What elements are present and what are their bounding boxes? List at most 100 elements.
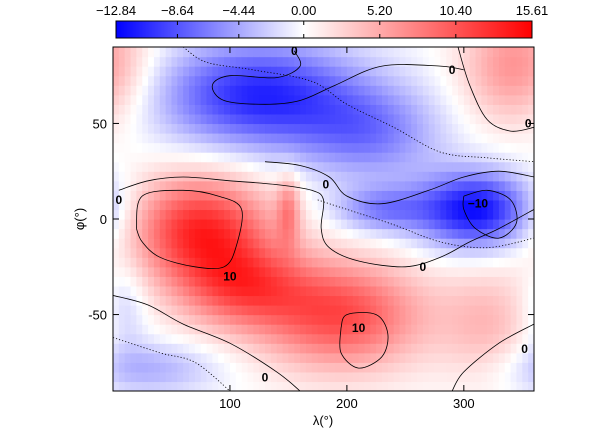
heatmap-cell	[276, 247, 284, 258]
heatmap-cell	[341, 238, 348, 249]
heatmap-cell	[428, 94, 436, 105]
heatmap-cell	[457, 104, 465, 115]
heatmap-cell	[329, 94, 336, 105]
heatmap-cell	[381, 85, 389, 96]
heatmap-cell	[189, 56, 196, 67]
heatmap-cell	[516, 381, 523, 391]
heatmap-cell	[428, 75, 436, 86]
heatmap-cell	[452, 343, 459, 354]
heatmap-cell	[364, 371, 371, 383]
heatmap-cell	[311, 66, 319, 77]
heatmap-cell	[118, 142, 126, 153]
heatmap-cell	[165, 371, 173, 383]
heatmap-cell	[241, 362, 249, 373]
heatmap-cell	[305, 305, 313, 316]
heatmap-cell	[259, 266, 266, 277]
heatmap-cell	[428, 371, 436, 383]
heatmap-cell	[311, 381, 319, 391]
heatmap-cell	[235, 123, 243, 134]
heatmap-cell	[434, 113, 442, 125]
heatmap-cell	[177, 343, 184, 354]
heatmap-cell	[481, 94, 488, 105]
heatmap-cell	[200, 56, 208, 67]
heatmap-cell	[381, 104, 389, 115]
heatmap-cell	[142, 94, 149, 105]
heatmap-cell	[305, 276, 313, 287]
heatmap-cell	[183, 152, 190, 163]
heatmap-cell	[504, 324, 512, 335]
heatmap-cell	[469, 219, 477, 230]
heatmap-cell	[475, 324, 482, 335]
heatmap-cell	[452, 133, 459, 144]
heatmap-cell	[276, 161, 284, 172]
heatmap-cell	[428, 381, 436, 391]
heatmap-cell	[294, 314, 301, 325]
heatmap-cell	[399, 133, 406, 144]
heatmap-cell	[457, 94, 465, 105]
heatmap-cell	[200, 152, 208, 163]
heatmap-cell	[259, 371, 266, 383]
heatmap-cell	[183, 104, 190, 115]
heatmap-cell	[422, 133, 430, 144]
heatmap-cell	[148, 161, 155, 172]
heatmap-cell	[457, 305, 465, 316]
heatmap-cell	[218, 152, 225, 163]
heatmap-cell	[446, 152, 453, 163]
heatmap-cell	[498, 228, 506, 239]
heatmap-cell	[440, 371, 447, 383]
heatmap-cell	[405, 75, 412, 86]
heatmap-cell	[288, 152, 295, 163]
heatmap-cell	[124, 352, 132, 363]
heatmap-cell	[159, 247, 167, 258]
heatmap-cell	[387, 199, 395, 211]
heatmap-cell	[288, 266, 295, 277]
heatmap-cell	[247, 343, 254, 354]
heatmap-cell	[317, 56, 325, 67]
heatmap-cell	[522, 295, 529, 306]
heatmap-cell	[113, 305, 120, 316]
heatmap-cell	[305, 352, 313, 363]
heatmap-cell	[434, 285, 442, 297]
heatmap-cell	[142, 352, 149, 363]
heatmap-cell	[270, 266, 278, 277]
heatmap-cell	[153, 324, 161, 335]
heatmap-cell	[212, 142, 219, 153]
heatmap-cell	[428, 123, 436, 134]
heatmap-cell	[411, 123, 418, 134]
heatmap-cell	[498, 362, 506, 373]
heatmap-cell	[510, 362, 518, 373]
heatmap-cell	[493, 276, 500, 287]
heatmap-cell	[428, 362, 436, 373]
heatmap-cell	[159, 47, 167, 58]
heatmap-cell	[405, 381, 412, 391]
heatmap-cell	[440, 276, 447, 287]
heatmap-cell	[370, 56, 377, 67]
heatmap-cell	[294, 85, 301, 96]
heatmap-cell	[265, 133, 272, 144]
heatmap-cell	[165, 209, 173, 220]
heatmap-cell	[189, 362, 196, 373]
contour-neg-ten-east	[462, 189, 518, 239]
heatmap-cell	[142, 56, 149, 67]
heatmap-cell	[381, 371, 389, 383]
heatmap-cell	[253, 276, 260, 287]
heatmap-cell	[422, 324, 430, 335]
heatmap-cell	[148, 257, 155, 268]
heatmap-cell	[364, 161, 371, 172]
heatmap-cell	[352, 66, 360, 77]
heatmap-cell	[469, 276, 477, 287]
heatmap-cell	[493, 190, 500, 201]
heatmap-cell	[417, 190, 424, 201]
heatmap-cell	[452, 113, 459, 125]
heatmap-cell	[329, 362, 336, 373]
heatmap-cell	[457, 352, 465, 363]
heatmap-cell	[422, 113, 430, 125]
heatmap-cell	[189, 352, 196, 363]
heatmap-cell	[276, 142, 284, 153]
heatmap-cell	[229, 113, 237, 125]
heatmap-cell	[189, 285, 196, 297]
heatmap-cell	[212, 171, 219, 182]
heatmap-cell	[270, 209, 278, 220]
heatmap-cell	[370, 362, 377, 373]
heatmap-cell	[417, 247, 424, 258]
